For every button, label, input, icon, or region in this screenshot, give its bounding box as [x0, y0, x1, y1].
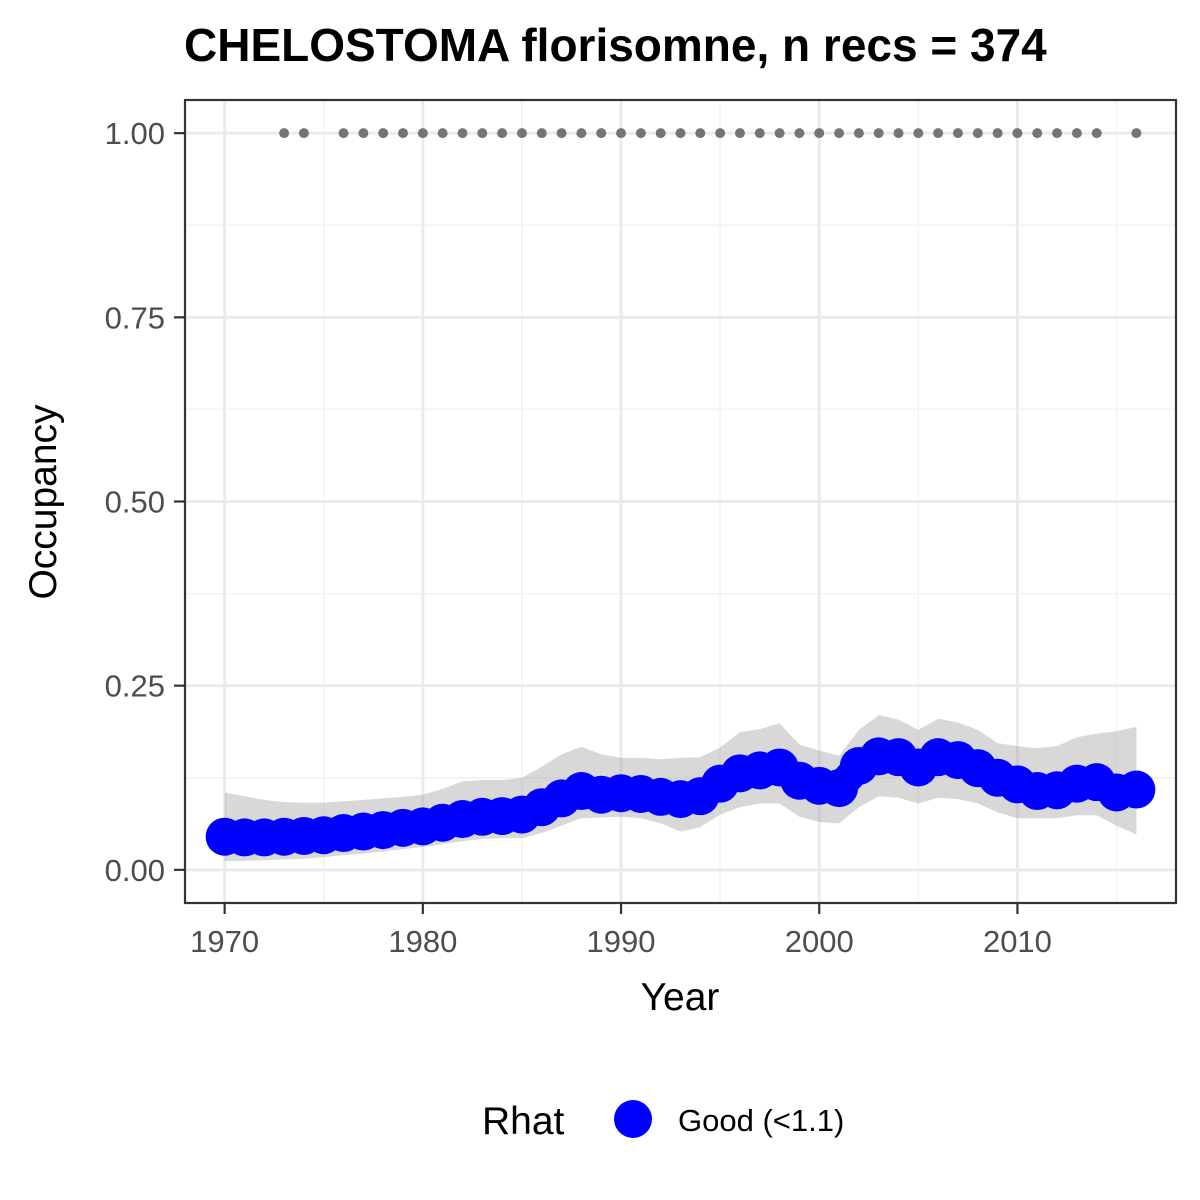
detection-point	[536, 128, 547, 139]
x-tick-label: 1990	[587, 924, 656, 959]
detection-point	[457, 128, 468, 139]
detection-point	[417, 128, 428, 139]
detection-point	[516, 128, 527, 139]
detection-point	[794, 128, 805, 139]
detection-point	[1052, 128, 1063, 139]
y-axis: 0.00 0.25 0.50 0.75 1.00	[105, 116, 185, 888]
detection-point	[972, 128, 983, 139]
detection-point	[834, 128, 845, 139]
detection-point	[873, 128, 884, 139]
detection-point	[754, 128, 765, 139]
x-tick-label: 1980	[388, 924, 457, 959]
detection-point	[437, 128, 448, 139]
detection-point	[635, 128, 646, 139]
detection-point	[774, 128, 785, 139]
detection-point	[933, 128, 944, 139]
x-tick-label: 2010	[983, 924, 1052, 959]
detection-point	[576, 128, 587, 139]
detection-point	[378, 128, 389, 139]
detection-point	[497, 128, 508, 139]
x-tick-label: 2000	[785, 924, 854, 959]
x-axis-title: Year	[641, 976, 720, 1019]
detection-point	[556, 128, 567, 139]
detection-point	[893, 128, 904, 139]
detection-point	[477, 128, 488, 139]
detection-point	[734, 128, 745, 139]
detection-point	[616, 128, 627, 139]
detection-point	[695, 128, 706, 139]
y-tick-label: 1.00	[105, 116, 165, 151]
detection-point	[675, 128, 686, 139]
detection-point	[338, 128, 349, 139]
detection-point	[1091, 128, 1102, 139]
detection-point	[853, 128, 864, 139]
detection-point	[279, 128, 290, 139]
detection-point	[952, 128, 963, 139]
detection-point	[992, 128, 1003, 139]
detection-point	[596, 128, 607, 139]
legend-title: Rhat	[482, 1100, 565, 1143]
legend-key-good	[614, 1100, 652, 1138]
detection-point	[1032, 128, 1043, 139]
x-tick-label: 1970	[190, 924, 259, 959]
x-axis: 1970 1980 1990 2000 2010	[190, 903, 1052, 959]
y-tick-label: 0.50	[105, 485, 165, 520]
detection-point	[655, 128, 666, 139]
detection-point	[913, 128, 924, 139]
detection-points-layer	[279, 128, 1142, 139]
y-tick-label: 0.75	[105, 300, 165, 335]
detection-point	[398, 128, 409, 139]
detection-point	[715, 128, 726, 139]
y-axis-title: Occupancy	[22, 404, 65, 600]
y-tick-label: 0.25	[105, 669, 165, 704]
y-tick-label: 0.00	[105, 853, 165, 888]
detection-point	[1012, 128, 1023, 139]
detection-point	[1131, 128, 1142, 139]
detection-point	[298, 128, 309, 139]
occupancy-series-layer	[205, 737, 1156, 857]
legend-label-good: Good (<1.1)	[678, 1103, 844, 1138]
legend: Rhat Good (<1.1)	[482, 1100, 844, 1143]
detection-point	[1071, 128, 1082, 139]
detection-point	[814, 128, 825, 139]
detection-point	[358, 128, 369, 139]
occupancy-point	[1117, 770, 1156, 809]
chart-title: CHELOSTOMA florisomne, n recs = 374	[184, 19, 1047, 71]
